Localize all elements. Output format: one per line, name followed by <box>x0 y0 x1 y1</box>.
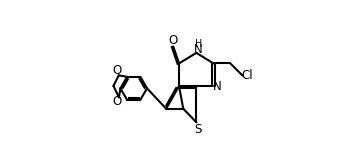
Text: S: S <box>194 123 202 136</box>
Text: N: N <box>213 80 222 93</box>
Text: Cl: Cl <box>241 69 253 82</box>
Text: H: H <box>195 39 202 49</box>
Text: O: O <box>113 95 122 108</box>
Text: O: O <box>112 64 121 77</box>
Text: N: N <box>194 43 203 56</box>
Text: O: O <box>168 34 177 47</box>
